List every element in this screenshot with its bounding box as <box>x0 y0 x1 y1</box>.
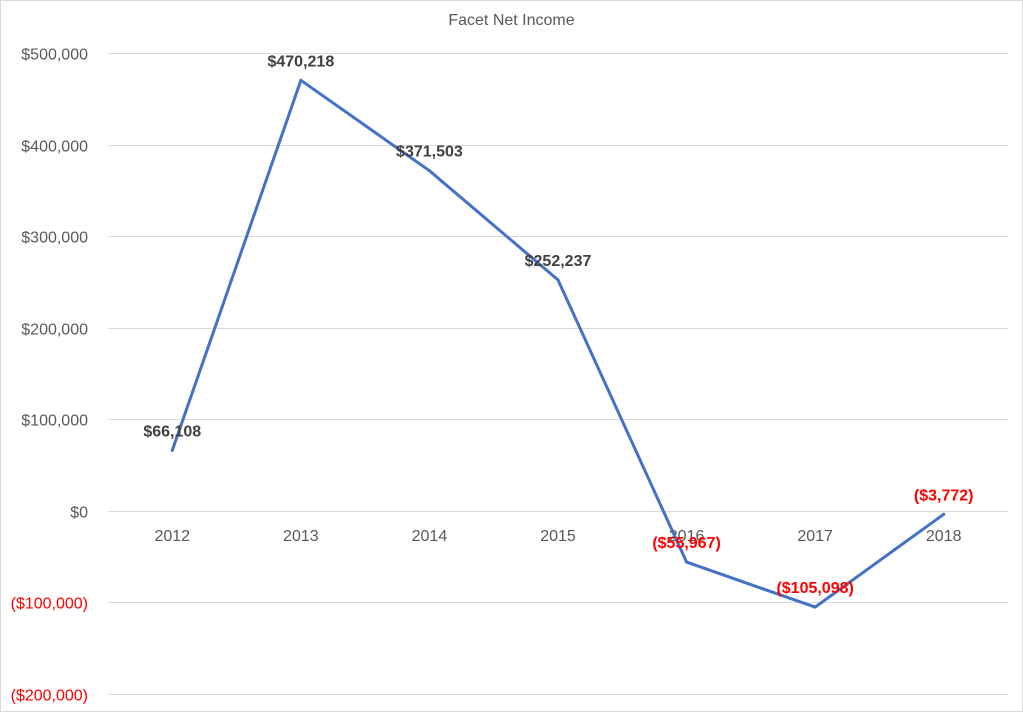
data-labels: $66,108 $470,218 $371,503 $252,237 ($55,967)… <box>143 53 973 597</box>
data-label: ($3,772) <box>914 487 974 504</box>
chart-title: Facet Net Income <box>448 12 575 29</box>
x-axis-tick-labels: 2012 2013 2014 2015 2016 2017 2018 <box>154 528 961 545</box>
gridlines <box>108 53 1008 695</box>
y-tick-label: $400,000 <box>21 139 88 156</box>
data-point <box>942 512 946 516</box>
y-tick-label: $300,000 <box>21 230 88 247</box>
x-tick-label: 2017 <box>797 528 833 545</box>
x-tick-label: 2015 <box>540 528 576 545</box>
y-tick-label: ($100,000) <box>11 596 88 613</box>
data-label: ($105,098) <box>776 580 853 597</box>
data-point <box>170 448 174 452</box>
y-tick-label: $500,000 <box>21 47 88 64</box>
x-tick-label: 2014 <box>412 528 448 545</box>
x-tick-label: 2012 <box>154 528 190 545</box>
y-tick-label: $200,000 <box>21 322 88 339</box>
data-label: $66,108 <box>143 423 201 440</box>
y-tick-label: $0 <box>70 505 88 522</box>
y-axis-tick-labels: $500,000 $400,000 $300,000 $200,000 $100,000… <box>11 47 88 705</box>
x-tick-label: 2018 <box>926 528 962 545</box>
series-group <box>170 78 946 609</box>
data-label: $371,503 <box>396 144 463 161</box>
data-label: $252,237 <box>525 253 592 270</box>
data-label: ($55,967) <box>652 535 721 552</box>
data-point <box>813 605 817 609</box>
data-point <box>427 169 431 173</box>
y-tick-label: ($200,000) <box>11 688 88 705</box>
data-point <box>556 278 560 282</box>
data-point <box>685 560 689 564</box>
y-tick-label: $100,000 <box>21 413 88 430</box>
data-label: $470,218 <box>267 53 334 70</box>
x-tick-label: 2013 <box>283 528 319 545</box>
data-point <box>299 78 303 82</box>
